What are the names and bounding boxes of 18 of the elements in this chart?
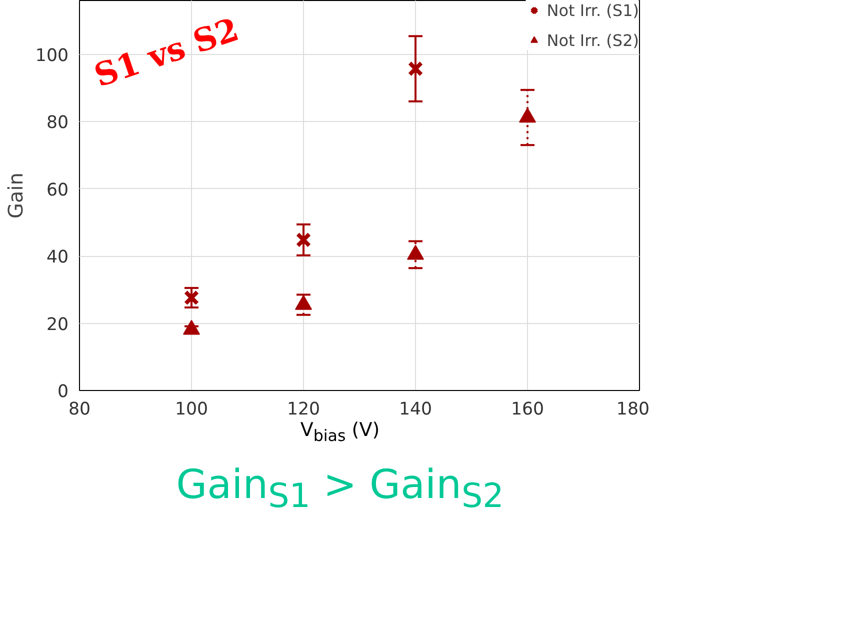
y-tick-label: 40	[46, 248, 69, 268]
x-tick-label: 80	[68, 400, 91, 420]
x-tick-label: 120	[286, 400, 320, 420]
x-axis-title: V$_{bias}$ (V)	[300, 418, 380, 447]
y-tick-label: 60	[46, 180, 69, 200]
x-tick-label: 140	[398, 400, 432, 420]
x-tick-label: 160	[510, 400, 544, 420]
y-tick-label: 20	[46, 314, 69, 335]
x-tick-label: 180	[616, 400, 650, 420]
legend-label: Not Irr. (S2)	[546, 30, 639, 50]
y-tick-label: 80	[46, 113, 69, 134]
text: Gain$_{S1}$ > Gain$_{S2}$	[176, 461, 504, 517]
y-axis-title: Gain	[3, 172, 28, 218]
y-tick-label: 0	[57, 382, 69, 402]
legend-label: Not Irr. (S1)	[546, 0, 639, 20]
y-tick-label: 100	[35, 46, 69, 66]
annotation: S1 vs S2	[90, 10, 244, 95]
x-tick-label: 100	[174, 400, 208, 420]
